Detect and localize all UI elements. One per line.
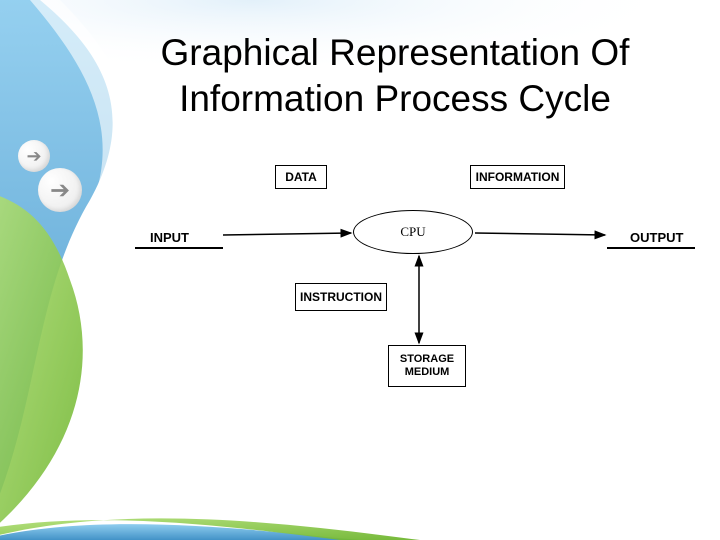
diagram-arrows: [135, 155, 695, 435]
decor-arrow-circle-small: ➔: [18, 140, 50, 172]
page-title: Graphical Representation Of Information …: [110, 30, 680, 123]
arrow-right-icon: ➔: [50, 176, 70, 205]
process-cycle-diagram: INPUT OUTPUT DATA INFORMATION CPU INSTRU…: [135, 155, 695, 435]
arrow-right-icon: ➔: [26, 146, 41, 167]
decor-arrow-circle-large: ➔: [38, 168, 82, 212]
